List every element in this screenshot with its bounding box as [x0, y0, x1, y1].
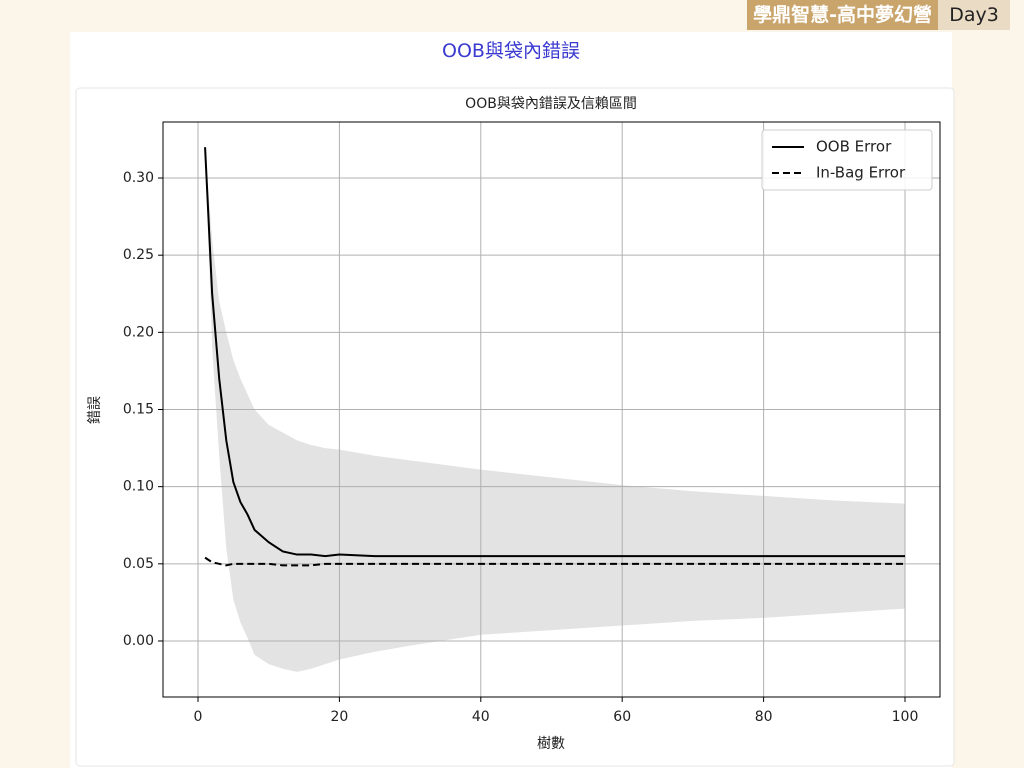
- y-tick-label: 0.20: [123, 324, 154, 340]
- y-tick-label: 0.30: [123, 170, 154, 186]
- plot-frame: [162, 121, 941, 698]
- y-tick-label: 0.10: [123, 479, 154, 495]
- y-tick-label: 0.15: [123, 402, 154, 418]
- x-tick-label: 60: [613, 709, 631, 725]
- legend-label: OOB Error: [816, 138, 892, 156]
- legend: [761, 129, 933, 191]
- y-axis-label: 錯誤: [87, 396, 103, 424]
- legend-label: In-Bag Error: [816, 164, 906, 182]
- series-line: [204, 556, 906, 567]
- x-tick-label: 100: [892, 709, 919, 725]
- x-tick-label: 80: [755, 709, 773, 725]
- confidence-band: [205, 147, 906, 672]
- series-line: [204, 147, 906, 558]
- badge: 學鼎智慧-高中夢幻營: [747, 0, 938, 30]
- y-tick-label: 0.25: [123, 247, 154, 263]
- page-title: OOB與袋內錯誤: [442, 40, 580, 62]
- y-tick-label: 0.00: [123, 633, 154, 649]
- chart-title: OOB與袋內錯誤及信賴區間: [465, 96, 637, 112]
- x-tick-label: 40: [472, 709, 490, 725]
- x-axis-label: 樹數: [537, 736, 565, 752]
- x-tick-label: 20: [330, 709, 348, 725]
- day-badge: Day3: [938, 0, 1010, 30]
- y-tick-label: 0.05: [123, 556, 154, 572]
- x-tick-label: 0: [194, 709, 203, 725]
